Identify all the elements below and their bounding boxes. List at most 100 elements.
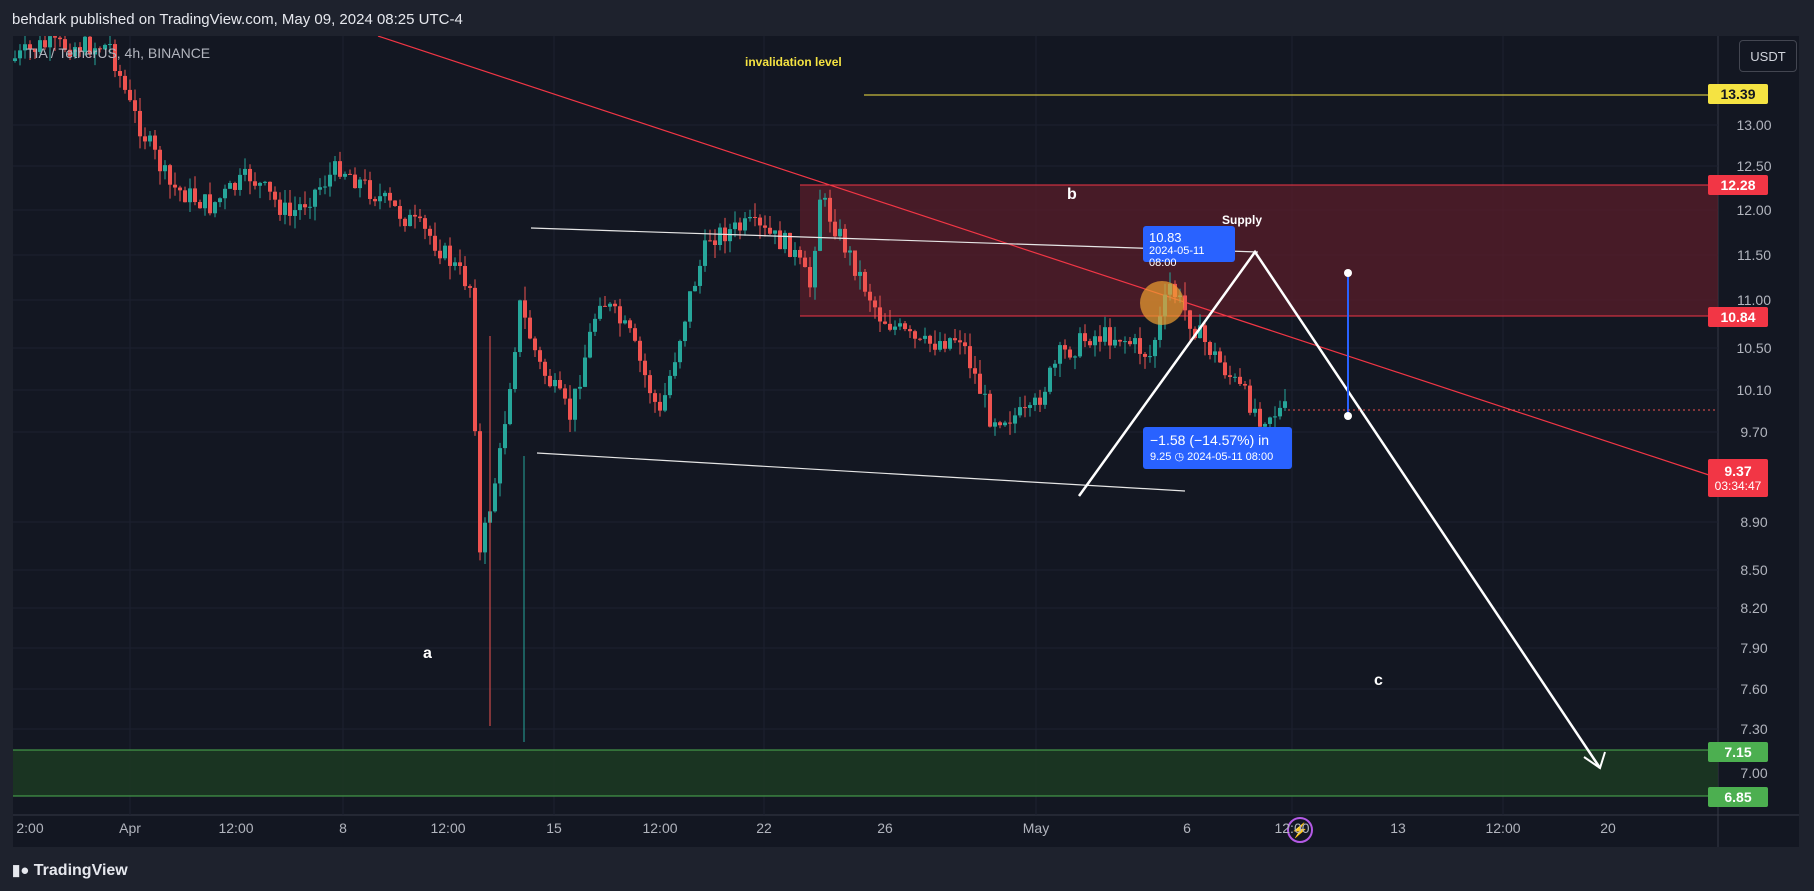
- candle-body: [553, 380, 557, 387]
- highlight-circle: [1140, 281, 1184, 325]
- candle-body: [63, 39, 67, 50]
- candle-body: [798, 249, 802, 258]
- candle-body: [468, 286, 472, 288]
- candle-body: [353, 174, 357, 189]
- measure-change: −1.58 (−14.57%) in: [1150, 432, 1270, 448]
- candle-body: [763, 225, 767, 228]
- candle-body: [148, 135, 152, 142]
- candle-body: [203, 194, 207, 209]
- lightning-icon[interactable]: ⚡: [1287, 817, 1313, 843]
- candle-body: [858, 271, 862, 276]
- candle-body: [493, 483, 497, 512]
- candle-body: [408, 214, 412, 227]
- top-bar: behdark published on TradingView.com, Ma…: [0, 0, 1814, 38]
- candle-body: [78, 47, 82, 53]
- candle-body: [18, 50, 22, 59]
- candle-body: [273, 191, 277, 200]
- candle-body: [263, 181, 267, 183]
- candle-body: [88, 36, 92, 55]
- measure-start-dot: [1344, 269, 1352, 277]
- candle-body: [913, 331, 917, 339]
- candle-body: [378, 196, 382, 202]
- candle-body: [1073, 356, 1077, 358]
- candle-body: [1138, 338, 1142, 354]
- candle-body: [698, 265, 702, 286]
- y-tick-label: 7.30: [1740, 721, 1768, 737]
- candle-body: [333, 161, 337, 175]
- x-tick-label: 20: [1600, 820, 1616, 836]
- publisher-line: behdark published on TradingView.com, Ma…: [12, 11, 463, 28]
- candle-body: [813, 250, 817, 288]
- candle-body: [213, 202, 217, 214]
- measure-top-box[interactable]: 10.83 2024-05-11 08:00: [1143, 226, 1235, 269]
- candle-body: [778, 230, 782, 250]
- y-tick-label: 9.70: [1740, 424, 1768, 440]
- candle-body: [683, 321, 687, 342]
- candle-body: [283, 202, 287, 215]
- candle-body: [608, 303, 612, 307]
- invalidation-price-tag: 13.39: [1708, 84, 1768, 104]
- candle-body: [1003, 422, 1007, 426]
- candle-body: [808, 267, 812, 288]
- candle-body: [1188, 310, 1192, 329]
- x-tick-label: 12:00: [430, 820, 466, 836]
- candle-body: [118, 71, 122, 76]
- candle-body: [1148, 356, 1152, 358]
- downtrend-line: [377, 36, 1719, 479]
- candle-body: [1263, 423, 1267, 427]
- chart-area[interactable]: TIA / TetherUS, 4h, BINANCE USDT invalid…: [13, 36, 1799, 847]
- currency-button[interactable]: USDT: [1739, 40, 1797, 72]
- candle-body: [598, 305, 602, 319]
- measure-bottom-date: 2024-05-11 08:00: [1187, 451, 1274, 463]
- measure-top-value: 10.83: [1149, 230, 1182, 245]
- candle-body: [133, 100, 137, 111]
- wave-b-label: b: [1067, 186, 1077, 203]
- candle-body: [498, 448, 502, 484]
- candle-body: [193, 188, 197, 203]
- x-tick-label: 12:00: [1274, 820, 1310, 836]
- x-tick-label: 12:00: [218, 820, 254, 836]
- current-price-tag: 9.37 03:34:47: [1708, 459, 1768, 497]
- candle-body: [338, 161, 342, 177]
- candle-body: [158, 149, 162, 172]
- y-tick-label: 10.10: [1736, 382, 1772, 398]
- candle-body: [1098, 336, 1102, 342]
- wave-arrowhead: [1583, 751, 1606, 770]
- candle-body: [528, 317, 532, 339]
- candle-body: [863, 271, 867, 292]
- price-chart[interactable]: [13, 36, 1799, 847]
- x-tick-label: 12:00: [642, 820, 678, 836]
- x-tick-label: 26: [877, 820, 893, 836]
- candle-body: [23, 44, 27, 51]
- candle-body: [393, 200, 397, 207]
- candle-body: [538, 350, 542, 362]
- tradingview-logo-icon[interactable]: ▮● TradingView: [12, 862, 128, 879]
- candle-body: [243, 168, 247, 175]
- candle-body: [478, 431, 482, 553]
- x-tick-label: 8: [339, 820, 347, 836]
- candle-body: [563, 388, 567, 399]
- candle-body: [1088, 341, 1092, 346]
- candle-body: [1278, 407, 1282, 417]
- candle-body: [138, 110, 142, 137]
- candle-body: [173, 184, 177, 188]
- candle-body: [603, 305, 607, 307]
- candle-body: [843, 228, 847, 253]
- candle-body: [268, 181, 272, 192]
- candle-body: [383, 192, 387, 197]
- wave-path: [1077, 249, 1602, 769]
- candle-body: [548, 375, 552, 387]
- candle-body: [403, 218, 407, 227]
- wave-a-label: a: [423, 645, 432, 662]
- candle-body: [998, 422, 1002, 426]
- candle-body: [518, 300, 522, 353]
- candle-body: [638, 340, 642, 361]
- measure-bottom-box[interactable]: −1.58 (−14.57%) in 9.25 ◷ 2024-05-11 08:…: [1143, 427, 1292, 469]
- candle-body: [1103, 327, 1107, 342]
- candle-body: [693, 285, 697, 292]
- candle-body: [483, 522, 487, 553]
- candle-body: [918, 338, 922, 340]
- candle-body: [668, 375, 672, 396]
- candle-body: [883, 321, 887, 324]
- candle-body: [328, 174, 332, 187]
